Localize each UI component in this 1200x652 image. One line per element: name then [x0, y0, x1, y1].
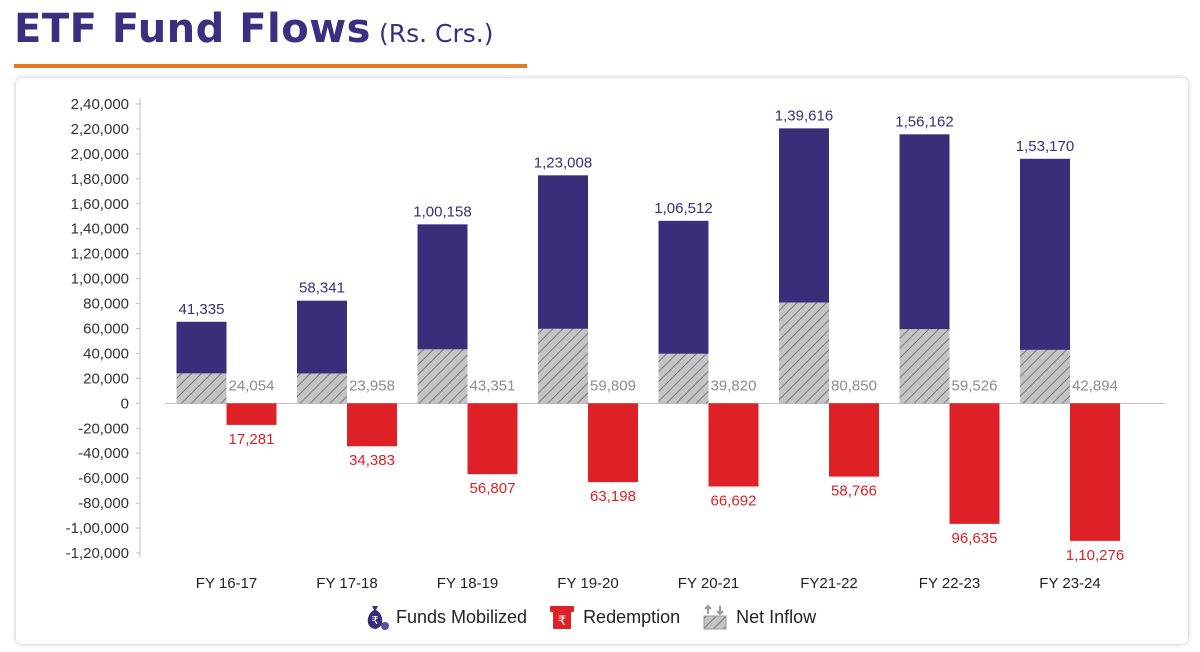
legend-funds-mobilized: ₹ Funds Mobilized [360, 602, 527, 632]
y-tick-label: 2,20,000 [71, 121, 129, 138]
x-tick-label: FY 17-18 [316, 575, 377, 592]
label-funds-mobilized: 1,23,008 [534, 154, 592, 171]
bar-net-inflow [176, 373, 227, 404]
bar-redemption [949, 403, 1000, 524]
bar-net-inflow [658, 353, 709, 404]
label-net-inflow: 59,809 [590, 377, 636, 394]
x-tick-label: FY21-22 [800, 575, 858, 592]
label-net-inflow: 24,054 [229, 377, 275, 394]
bar-redemption [226, 403, 277, 425]
y-tick-label: 20,000 [83, 370, 129, 387]
x-tick-label: FY 20-21 [678, 575, 739, 592]
y-tick-label: -20,000 [78, 420, 129, 437]
x-tick-label: FY 19-20 [557, 575, 618, 592]
x-tick-label: FY 16-17 [196, 575, 257, 592]
legend-net-inflow: Net Inflow [700, 602, 816, 632]
bar-net-inflow [538, 328, 588, 404]
label-net-inflow: 80,850 [831, 377, 877, 394]
bar-net-inflow [297, 373, 347, 404]
label-net-inflow: 42,894 [1072, 377, 1118, 394]
y-tick-label: 0 [121, 395, 129, 412]
y-tick-label: 1,00,000 [71, 271, 129, 288]
bar-redemption [347, 403, 397, 447]
net-inflow-icon [703, 604, 727, 630]
bar-redemption [829, 403, 879, 477]
legend-label-funds-mobilized: Funds Mobilized [396, 606, 528, 627]
label-net-inflow: 39,820 [711, 377, 757, 394]
x-tick-label: FY 18-19 [437, 575, 498, 592]
y-tick-label: 80,000 [83, 296, 129, 313]
money-bag-icon: ₹ [367, 606, 389, 630]
label-redemption: 58,766 [831, 483, 877, 500]
svg-text:₹: ₹ [372, 614, 379, 627]
page-title: ETF Fund Flows (Rs. Crs.) [14, 6, 494, 52]
y-tick-label: 1,60,000 [71, 196, 129, 213]
label-redemption: 1,10,276 [1066, 547, 1124, 564]
legend-label-redemption: Redemption [583, 606, 681, 627]
y-tick-label: 60,000 [83, 321, 129, 338]
label-redemption: 63,198 [590, 488, 636, 505]
y-tick-label: 2,40,000 [71, 96, 129, 113]
label-funds-mobilized: 1,53,170 [1016, 138, 1074, 155]
y-tick-label: -1,20,000 [66, 545, 129, 562]
title-text: ETF Fund Flows [14, 6, 371, 52]
y-tick-label: -60,000 [78, 470, 129, 487]
bar-redemption [467, 403, 518, 475]
label-redemption: 96,635 [952, 530, 998, 547]
label-redemption: 56,807 [470, 480, 516, 497]
label-net-inflow: 23,958 [349, 377, 395, 394]
bar-redemption [588, 403, 638, 483]
y-tick-label: -40,000 [78, 445, 129, 462]
bar-net-inflow [899, 329, 950, 404]
y-tick-label: 1,40,000 [71, 221, 129, 238]
label-funds-mobilized: 1,00,158 [413, 203, 471, 220]
label-funds-mobilized: 1,56,162 [895, 113, 953, 130]
legend-label-net-inflow: Net Inflow [736, 606, 817, 627]
chart-legend: ₹ Funds Mobilized ₹ Redemption Net Inflo… [360, 602, 816, 632]
rupee-card-icon: ₹ [550, 606, 575, 629]
x-tick-label: FY 23-24 [1039, 575, 1100, 592]
legend-redemption: ₹ Redemption [547, 602, 680, 632]
label-redemption: 34,383 [349, 452, 395, 469]
bar-net-inflow [417, 349, 468, 404]
y-tick-label: 2,00,000 [71, 146, 129, 163]
y-tick-label: -80,000 [78, 495, 129, 512]
label-net-inflow: 43,351 [470, 377, 516, 394]
title-unit: (Rs. Crs.) [378, 19, 494, 48]
label-funds-mobilized: 58,341 [299, 280, 345, 297]
label-redemption: 66,692 [711, 493, 757, 510]
y-tick-label: 1,80,000 [71, 171, 129, 188]
label-funds-mobilized: 41,335 [179, 301, 225, 318]
svg-text:₹: ₹ [558, 614, 566, 629]
label-funds-mobilized: 1,06,512 [654, 200, 712, 217]
title-underline [14, 64, 527, 68]
bar-redemption [1070, 403, 1120, 541]
bar-net-inflow [779, 302, 829, 404]
x-tick-label: FY 22-23 [919, 575, 980, 592]
y-tick-label: -1,00,000 [66, 520, 129, 537]
y-tick-label: 1,20,000 [71, 246, 129, 263]
label-net-inflow: 59,526 [952, 377, 998, 394]
label-redemption: 17,281 [229, 431, 275, 448]
bar-net-inflow [1020, 349, 1070, 404]
etf-flows-chart: 2,40,000 2,20,000 2,00,000 1,80,000 1,60,000… [66, 96, 1165, 592]
bar-redemption [708, 403, 759, 487]
label-funds-mobilized: 1,39,616 [775, 107, 833, 124]
y-tick-label: 40,000 [83, 345, 129, 362]
